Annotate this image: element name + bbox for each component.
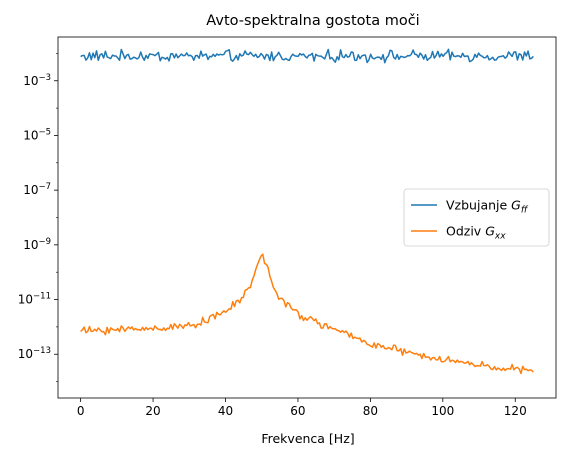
x-tick-label: 80 (363, 404, 378, 418)
y-tick-label: 10−5 (23, 127, 51, 142)
x-tick-label: 20 (145, 404, 160, 418)
x-tick-label: 0 (77, 404, 85, 418)
y-tick-label: 10−3 (23, 73, 51, 88)
x-tick-label: 40 (218, 404, 233, 418)
legend-box (403, 188, 550, 247)
legend: Vzbujanje Gff Odziv Gxx (403, 188, 550, 247)
x-tick-label: 120 (504, 404, 527, 418)
plot-area: 0 20 40 60 80 100 120 10−3 10−5 10−7 10−9 10−11 10−1… (18, 36, 557, 418)
x-axis-label: Frekvenca [Hz] (261, 431, 354, 446)
y-tick-label: 10−7 (23, 182, 51, 197)
y-tick-label: 10−11 (18, 292, 51, 307)
series-line-excitation (80, 48, 534, 64)
y-tick-label: 10−13 (18, 346, 51, 361)
legend-entry: Odziv Gxx (446, 224, 506, 242)
x-tick-label: 100 (431, 404, 454, 418)
series-line-response (80, 253, 534, 375)
chart-title: Avto-spektralna gostota moči (206, 13, 419, 29)
y-tick-label: 10−9 (23, 237, 51, 252)
legend-entry: Vzbujanje Gff (446, 198, 529, 216)
x-tick-label: 60 (290, 404, 305, 418)
